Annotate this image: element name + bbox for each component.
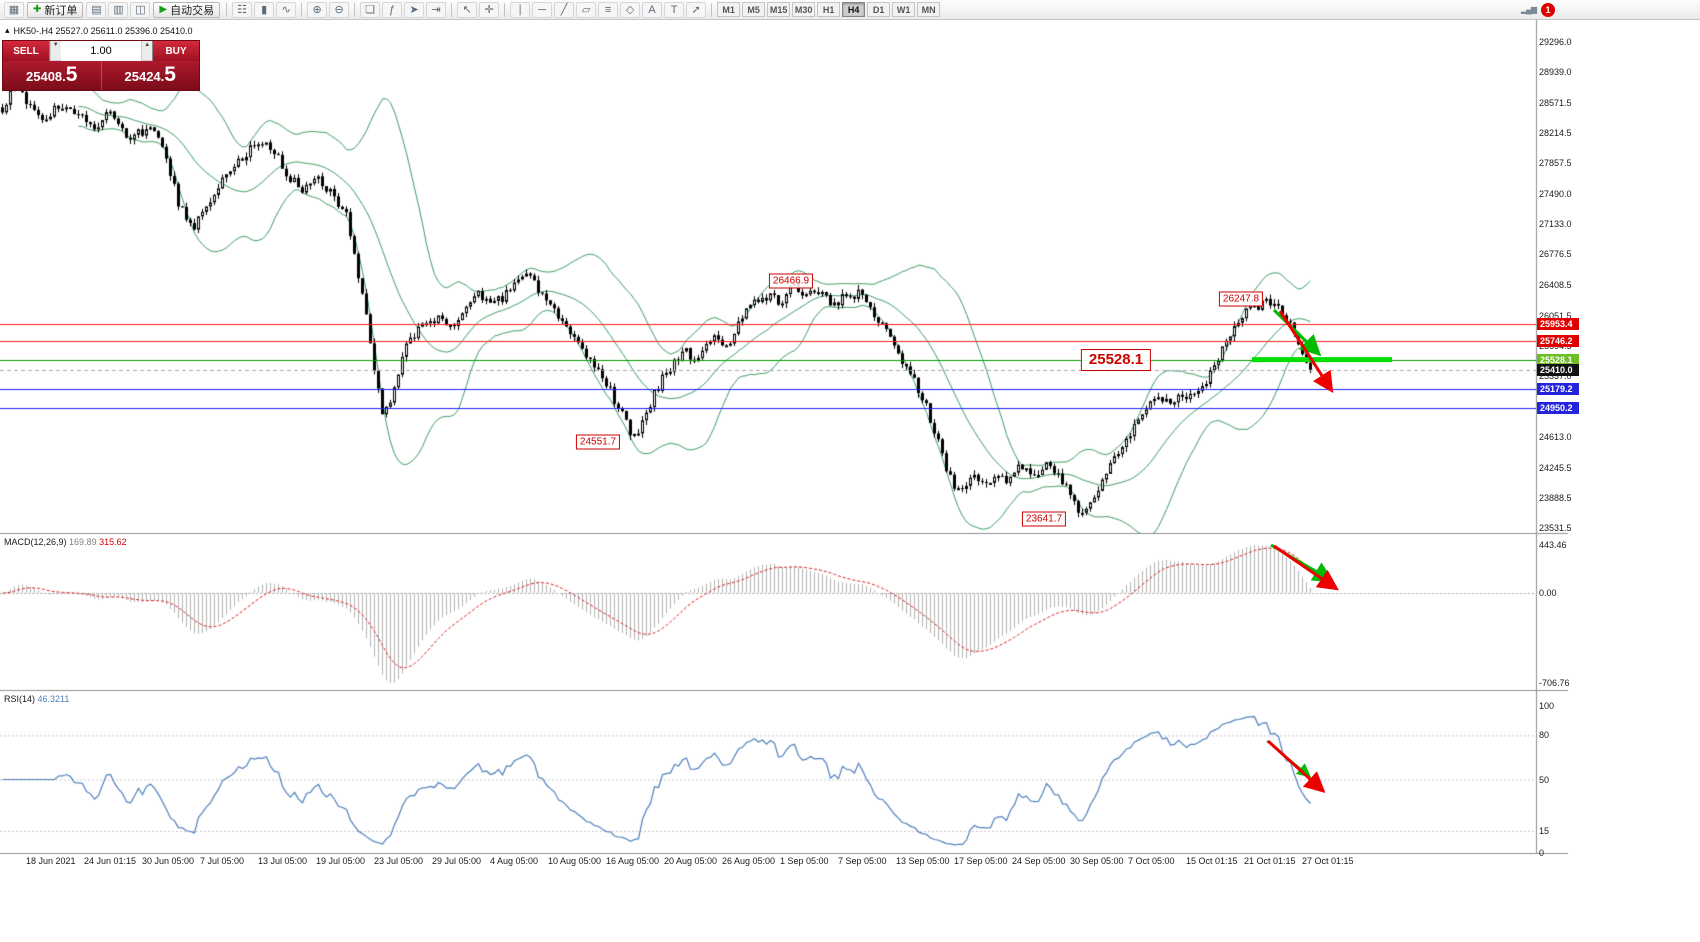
symbol-info-text: HK50-.H4 25527.0 25611.0 25396.0 25410.0: [13, 25, 193, 36]
shapes-icon[interactable]: ◇: [620, 1, 641, 18]
bar-chart-icon[interactable]: ☷: [232, 1, 253, 18]
auto-trading-button-label: 自动交易: [170, 4, 215, 17]
auto-trading-button-glyph: ▶: [159, 4, 168, 15]
volume-decrease-button[interactable]: ▼: [51, 41, 61, 61]
timeframe-w1[interactable]: W1: [892, 2, 916, 17]
symbol-icon: ▴: [5, 25, 10, 35]
toolbar-separator: [301, 2, 303, 17]
toolbar-separator: [226, 2, 228, 17]
volume-input[interactable]: [60, 41, 142, 61]
data-window-icon[interactable]: ◫: [130, 1, 151, 18]
macd-title: MACD(12,26,9): [4, 537, 67, 547]
channel-icon[interactable]: ▱: [576, 1, 597, 18]
trendline-icon[interactable]: ╱: [554, 1, 575, 18]
notification-badge[interactable]: 1: [1541, 2, 1555, 17]
line-chart-icon[interactable]: ∿: [276, 1, 297, 18]
toolbar-separator: [504, 2, 506, 17]
trade-panel-prices: 25408. 5 25424. 5: [3, 61, 199, 90]
vertical-line-icon[interactable]: ∣: [510, 1, 531, 18]
timeframe-buttons: M1 M5 M15 M30 H1 H4 D1 W1 MN: [716, 2, 941, 17]
rsi-title: RSI(14): [4, 694, 36, 704]
volume-spin-right: ▲: [141, 41, 153, 61]
macd-label: MACD(12,26,9) 169.89 315.62: [4, 537, 127, 547]
text-icon[interactable]: A: [642, 1, 663, 18]
rsi-value: 46.3211: [37, 694, 70, 704]
fibonacci-icon[interactable]: ≡: [598, 1, 619, 18]
zoom-in-icon[interactable]: ⊕: [307, 1, 328, 18]
tile-windows-icon[interactable]: ❏: [360, 1, 381, 18]
trade-panel-controls: SELL ▼ ▲ BUY: [3, 41, 199, 61]
arrow-object-icon[interactable]: ➚: [686, 1, 707, 18]
sell-button[interactable]: SELL: [3, 41, 49, 61]
volume-spin-left: ▼: [50, 41, 61, 61]
sell-price[interactable]: 25408. 5: [26, 63, 78, 86]
toolbar: ▦ ✚ 新订单 ▤ ▥ ◫ ▶ 自动交易 ☷ ▮ ∿ ⊕ ⊖ ❏ ƒ ➤ ⇥ ↖ ✛ ∣ ─ ╱ ▱ ≡ ◇ A T ➚ M1 M5 M1…: [0, 0, 1700, 20]
volume-increase-button[interactable]: ▲: [142, 41, 153, 61]
timeframe-m5[interactable]: M5: [742, 2, 766, 17]
new-order-button-glyph: ✚: [33, 4, 42, 15]
market-watch-icon[interactable]: ▥: [108, 1, 129, 18]
zoom-out-icon[interactable]: ⊖: [329, 1, 350, 18]
macd-signal-value: 315.62: [99, 537, 127, 547]
timeframe-m1[interactable]: M1: [717, 2, 741, 17]
candlestick-chart-icon[interactable]: ▮: [254, 1, 275, 18]
timeframe-h4[interactable]: H4: [842, 2, 866, 17]
toolbar-right: ▂▄▆ 1: [1521, 2, 1697, 17]
timeframe-d1[interactable]: D1: [867, 2, 891, 17]
rsi-label: RSI(14) 46.3211: [4, 694, 69, 704]
auto-trading-button[interactable]: ▶ 自动交易: [153, 1, 221, 18]
toolbar-items: ▦ ✚ 新订单 ▤ ▥ ◫ ▶ 自动交易 ☷ ▮ ∿ ⊕ ⊖ ❏ ƒ ➤ ⇥ ↖ ✛ ∣ ─ ╱ ▱ ≡ ◇ A T ➚: [3, 1, 716, 18]
macd-main-value: 169.89: [69, 537, 97, 547]
timeframe-m30[interactable]: M30: [792, 2, 816, 17]
new-order-button-label: 新订单: [44, 4, 78, 17]
buy-price[interactable]: 25424. 5: [100, 61, 200, 90]
crosshair-icon[interactable]: ✛: [479, 1, 500, 18]
auto-scroll-icon[interactable]: ➤: [404, 1, 425, 18]
chart-window-icon[interactable]: ▦: [4, 1, 24, 18]
volume-stepper: ▼ ▲: [49, 41, 153, 61]
toolbar-separator: [451, 2, 453, 17]
buy-button[interactable]: BUY: [153, 41, 199, 61]
connection-status-icon: ▂▄▆: [1521, 5, 1537, 14]
timeframe-m15[interactable]: M15: [767, 2, 791, 17]
cursor-icon[interactable]: ↖: [457, 1, 478, 18]
toolbar-separator: [354, 2, 356, 17]
horizontal-line-icon[interactable]: ─: [532, 1, 553, 18]
chart-shift-icon[interactable]: ⇥: [426, 1, 447, 18]
toolbar-separator: [711, 2, 713, 17]
symbol-info: ▴ HK50-.H4 25527.0 25611.0 25396.0 25410…: [5, 25, 193, 36]
timeframe-h1[interactable]: H1: [817, 2, 841, 17]
timeframe-mn[interactable]: MN: [917, 2, 941, 17]
indicators-icon[interactable]: ƒ: [382, 1, 403, 18]
chart-profiles-icon[interactable]: ▤: [86, 1, 107, 18]
label-icon[interactable]: T: [664, 1, 685, 18]
new-order-button[interactable]: ✚ 新订单: [27, 1, 84, 18]
one-click-trading-panel: SELL ▼ ▲ BUY 25408.5 25424.5: [2, 40, 200, 91]
